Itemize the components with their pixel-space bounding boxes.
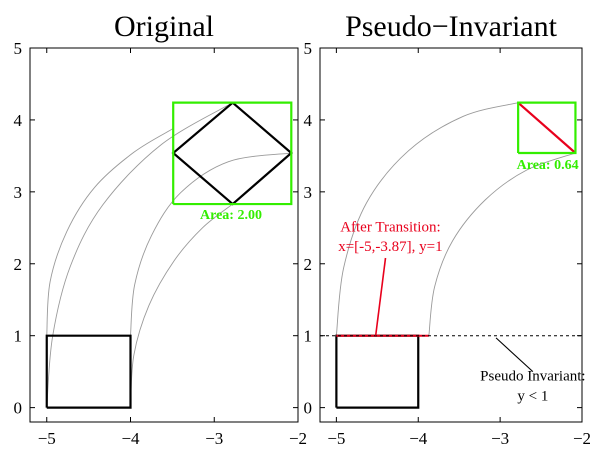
x-tick-label: −2: [573, 429, 590, 448]
axes-frame: [29, 47, 299, 423]
trajectory-curve: [428, 152, 576, 336]
panel-1: Original −5 −4 −3 −2 0 1 2 3 4 5 Area: 2.00: [14, 10, 308, 448]
trajectory-curve: [46, 102, 233, 408]
x-tick-label: −3: [205, 429, 223, 448]
annotation-label: x=[-5,-3.87], y=1: [338, 239, 442, 255]
x-tick-label: −4: [121, 429, 140, 448]
trajectory-curve: [130, 152, 292, 336]
y-tick-label: 1: [14, 327, 23, 346]
transition-pointer: [374, 257, 387, 336]
x-tick-label: −4: [409, 429, 428, 448]
y-tick-label: 1: [304, 327, 313, 346]
x-tick-label: −5: [38, 429, 56, 448]
plot-area: [320, 101, 582, 409]
trajectory-curve: [335, 102, 519, 336]
y-tick-label: 3: [14, 183, 23, 202]
y-tick-label: 5: [14, 39, 23, 58]
y-tick-label: 4: [304, 111, 313, 130]
x-tick-label: −5: [327, 429, 345, 448]
axes-frame: [319, 47, 583, 423]
y-tick-label: 3: [304, 183, 313, 202]
trajectory-curve: [46, 128, 174, 336]
panel-2: Pseudo−Invariant −5 −4 −3 −2 0 1 2 3 4 5 Area: 0.64…: [304, 10, 590, 448]
y-tick-label: 2: [14, 255, 23, 274]
annotation-label: y < 1: [517, 388, 548, 404]
bounding-box: [517, 101, 577, 155]
annotation-label: Area: 0.64: [517, 158, 579, 173]
y-tick-label: 4: [14, 111, 23, 130]
y-tick-label: 5: [304, 39, 313, 58]
trajectory-curve: [130, 203, 233, 408]
annotation-label: After Transition:: [340, 219, 440, 235]
annotation-label: Pseudo Invariant:: [480, 368, 585, 384]
y-tick-label: 0: [14, 399, 23, 418]
annotation-label: Area: 2.00: [200, 208, 262, 223]
bounding-box: [172, 101, 293, 206]
y-tick-label: 0: [304, 399, 313, 418]
x-tick-label: −2: [289, 429, 307, 448]
panel-title: Original: [114, 10, 214, 43]
initial-square: [335, 334, 420, 409]
plot-area: [45, 101, 293, 409]
initial-square: [45, 334, 132, 409]
x-tick-label: −3: [491, 429, 509, 448]
panel-title: Pseudo−Invariant: [345, 10, 558, 43]
y-tick-label: 2: [304, 255, 313, 274]
invariant-pointer: [495, 337, 534, 373]
final-diamond: [171, 101, 293, 206]
final-segment: [517, 101, 577, 154]
